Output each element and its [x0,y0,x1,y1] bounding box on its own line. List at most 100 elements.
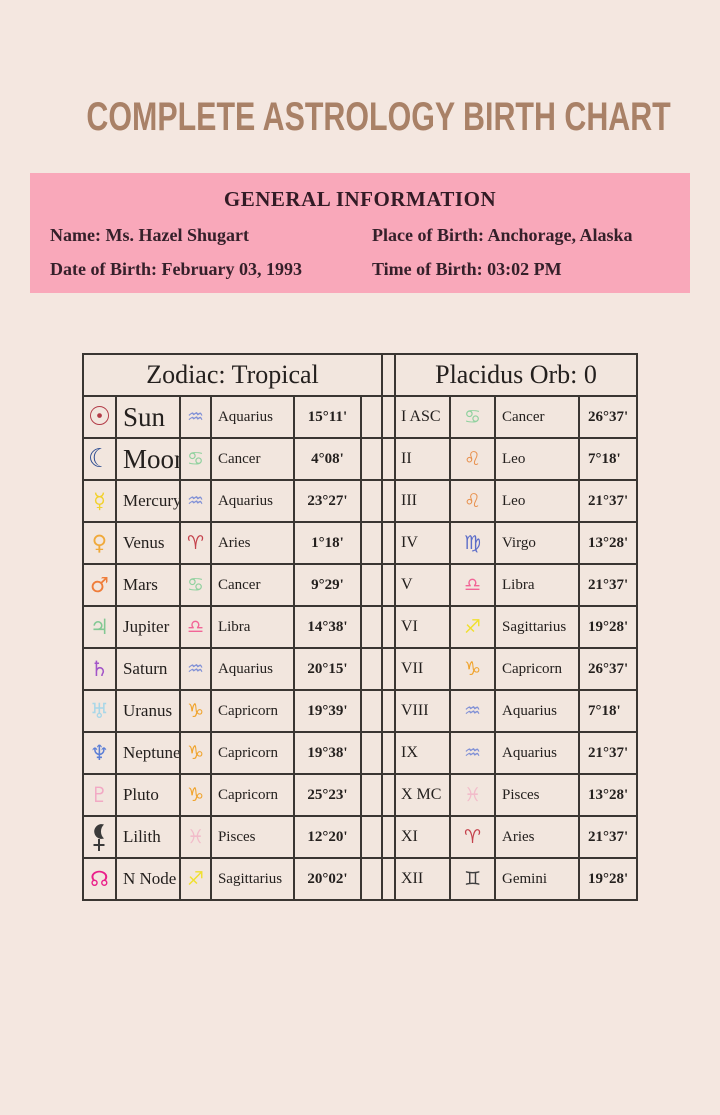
spacer-cell [359,731,384,775]
general-info-grid: Name: Ms. Hazel Shugart Place of Birth: … [50,225,670,280]
chart-row: ♂ Mars ♋ Cancer 9°29' V ♎ Libra 21°37' [81,563,639,607]
planet-sign-name: Pisces [209,815,295,859]
house-label: II [394,437,451,481]
planet-degrees: 12°20' [292,815,362,859]
date-of-birth-field: Date of Birth: February 03, 1993 [50,259,302,279]
table-gap-cell [381,857,396,901]
sagittarius-icon: ♐ [449,605,496,649]
planet-sign-name: Cancer [209,437,295,481]
table-gap-cell [381,647,396,691]
lilith-icon [81,815,117,859]
pluto-icon: ♇ [81,773,117,817]
planet-name: Saturn [114,647,181,691]
house-sign-name: Aquarius [494,689,580,733]
house-degrees: 7°18' [577,689,639,733]
planet-sign-name: Capricorn [209,731,295,775]
chart-row: ☉ Sun ♒ Aquarius 15°11' I ASC ♋ Cancer 26°37' [81,395,639,439]
table-gap-cell [381,815,396,859]
table-gap-cell [381,395,396,439]
house-sign-name: Pisces [494,773,580,817]
house-label: VIII [394,689,451,733]
table-gap-cell [381,773,396,817]
planet-degrees: 14°38' [292,605,362,649]
planet-name: Neptune [114,731,181,775]
virgo-icon: ♍ [449,521,496,565]
house-degrees: 19°28' [577,605,639,649]
planet-degrees: 9°29' [292,563,362,607]
house-sign-name: Sagittarius [494,605,580,649]
capricorn-icon: ♑ [449,647,496,691]
house-label: VII [394,647,451,691]
house-label: XI [394,815,451,859]
aries-icon: ♈ [449,815,496,859]
aquarius-icon: ♒ [449,731,496,775]
chart-row: ☿ Mercury ♒ Aquarius 23°27' III ♌ Leo 21°37' [81,479,639,523]
spacer-cell [359,395,384,439]
moon-icon: ☾ [81,437,117,481]
chart-row: ♅ Uranus ♑ Capricorn 19°39' VIII ♒ Aquarius 7°18… [81,689,639,733]
pisces-icon: ♓ [178,815,212,859]
planet-sign-name: Capricorn [209,773,295,817]
house-sign-name: Gemini [494,857,580,901]
aquarius-icon: ♒ [178,479,212,523]
spacer-cell [359,605,384,649]
planet-name: Uranus [114,689,181,733]
house-label: XII [394,857,451,901]
house-sign-name: Leo [494,437,580,481]
spacer-cell [359,479,384,523]
general-info-panel: GENERAL INFORMATION Name: Ms. Hazel Shug… [30,173,690,293]
uranus-icon: ♅ [81,689,117,733]
mercury-icon: ☿ [81,479,117,523]
house-label: III [394,479,451,523]
page-title: COMPLETE ASTROLOGY BIRTH CHART [86,95,671,139]
house-label: IV [394,521,451,565]
house-label: V [394,563,451,607]
planet-name: Jupiter [114,605,181,649]
house-label: I ASC [394,395,451,439]
libra-icon: ♎ [449,563,496,607]
capricorn-icon: ♑ [178,731,212,775]
house-sign-name: Leo [494,479,580,523]
place-of-birth-field: Place of Birth: Anchorage, Alaska [372,225,633,245]
capricorn-icon: ♑ [178,689,212,733]
table-header-row: Zodiac: Tropical Placidus Orb: 0 [81,353,639,397]
planet-degrees: 23°27' [292,479,362,523]
planet-sign-name: Libra [209,605,295,649]
planet-degrees: 20°15' [292,647,362,691]
aquarius-icon: ♒ [178,647,212,691]
planet-degrees: 19°38' [292,731,362,775]
birth-chart-page: COMPLETE ASTROLOGY BIRTH CHART GENERAL I… [0,97,720,901]
chart-row: ♆ Neptune ♑ Capricorn 19°38' IX ♒ Aquarius 21°37… [81,731,639,775]
capricorn-icon: ♑ [178,773,212,817]
planet-name: Lilith [114,815,181,859]
chart-row: ♄ Saturn ♒ Aquarius 20°15' VII ♑ Capricorn 26°37… [81,647,639,691]
aquarius-icon: ♒ [449,689,496,733]
house-degrees: 26°37' [577,395,639,439]
planet-name: Mercury [114,479,181,523]
chart-row: ♀ Venus ♈ Aries 1°18' IV ♍ Virgo 13°28' [81,521,639,565]
chart-row: ☊ N Node ♐ Sagittarius 20°02' XII ♊ Gemini 19°28… [81,857,639,901]
leo-icon: ♌ [449,479,496,523]
planet-name: Moon [114,437,181,481]
house-degrees: 13°28' [577,773,639,817]
saturn-icon: ♄ [81,647,117,691]
time-of-birth-field: Time of Birth: 03:02 PM [372,259,562,279]
mars-icon: ♂ [81,563,117,607]
lilith-icon [93,823,105,851]
house-label: X MC [394,773,451,817]
house-label: VI [394,605,451,649]
house-degrees: 21°37' [577,731,639,775]
table-gap-cell [381,479,396,523]
house-degrees: 21°37' [577,563,639,607]
planet-sign-name: Aquarius [209,647,295,691]
house-degrees: 13°28' [577,521,639,565]
aquarius-icon: ♒ [178,395,212,439]
table-gap-cell [381,353,396,397]
house-sign-name: Libra [494,563,580,607]
planet-degrees: 25°23' [292,773,362,817]
spacer-cell [359,521,384,565]
sagittarius-icon: ♐ [178,857,212,901]
houses-table-header: Placidus Orb: 0 [393,353,639,397]
chart-row: ♇ Pluto ♑ Capricorn 25°23' X MC ♓ Pisces 13°28' [81,773,639,817]
planet-sign-name: Sagittarius [209,857,295,901]
